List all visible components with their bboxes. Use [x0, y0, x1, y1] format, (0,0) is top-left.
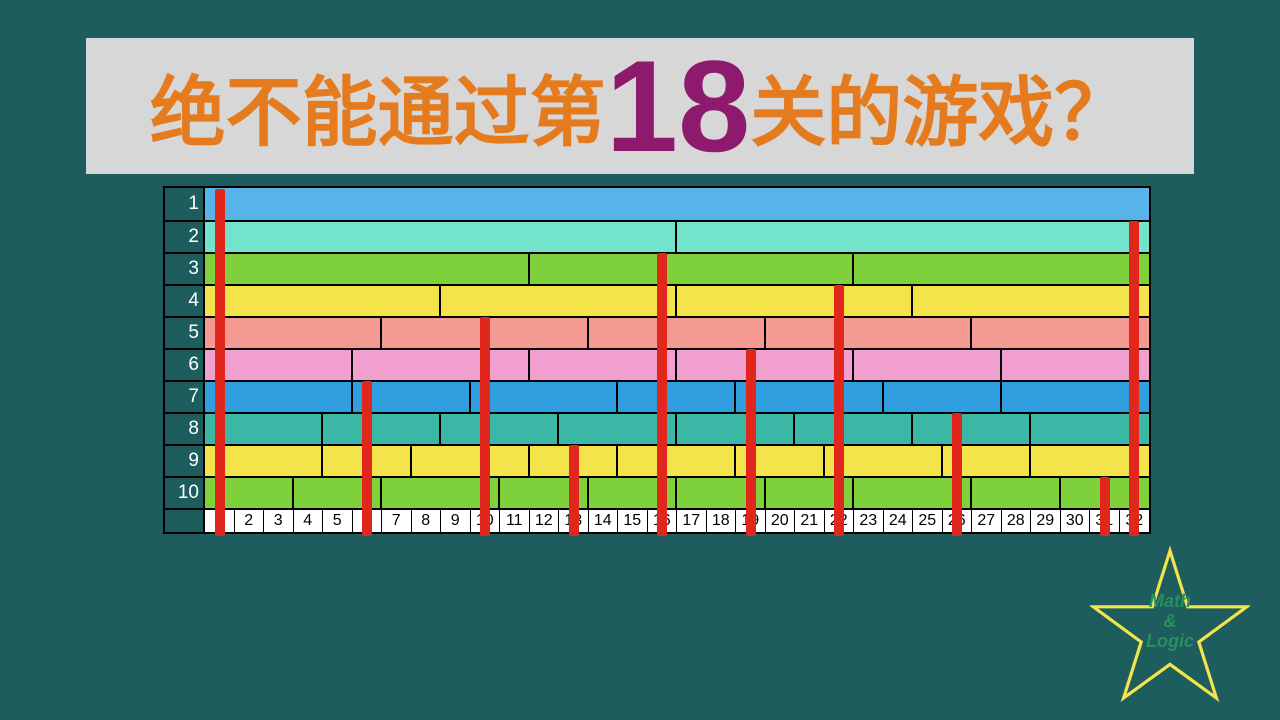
x-tick: 7: [382, 508, 412, 532]
brick-segment: [205, 350, 353, 380]
brick-segment: [530, 254, 855, 284]
red-marker: [1129, 221, 1139, 536]
brick-segment: [677, 286, 913, 316]
red-marker: [569, 445, 579, 536]
brick-segment: [205, 318, 382, 348]
x-tick: 23: [854, 508, 884, 532]
x-tick: 5: [323, 508, 353, 532]
brick-segment: [677, 350, 854, 380]
brick-segment: [205, 286, 441, 316]
x-tick: 24: [884, 508, 914, 532]
title-part: 18: [606, 41, 751, 171]
row-track: [205, 284, 1149, 316]
brick-segment: [854, 350, 1002, 380]
brick-segment: [766, 318, 973, 348]
x-tick: 25: [913, 508, 943, 532]
red-marker: [480, 317, 490, 536]
brick-segment: [530, 350, 678, 380]
row-track: [205, 220, 1149, 252]
logo-text: Math & Logic: [1146, 592, 1194, 651]
brick-segment: [441, 414, 559, 444]
brick-segment: [471, 382, 619, 412]
brick-segment: [205, 188, 1149, 220]
row-track: [205, 316, 1149, 348]
x-tick: 27: [972, 508, 1002, 532]
row-track: [205, 380, 1149, 412]
row-track: [205, 252, 1149, 284]
x-tick: 14: [589, 508, 619, 532]
row-track: [205, 476, 1149, 508]
brick-segment: [589, 318, 766, 348]
x-tick: 28: [1002, 508, 1032, 532]
brick-segment: [618, 382, 736, 412]
red-marker: [362, 381, 372, 536]
brick-segment: [677, 222, 1149, 252]
x-tick: 29: [1031, 508, 1061, 532]
x-tick: 30: [1061, 508, 1091, 532]
x-tick: 18: [707, 508, 737, 532]
brick-segment: [736, 382, 884, 412]
row-header: 6: [165, 348, 205, 380]
x-tick: 12: [530, 508, 560, 532]
brick-segment: [913, 286, 1149, 316]
x-tick: 20: [766, 508, 796, 532]
row-track: [205, 348, 1149, 380]
red-marker: [215, 189, 225, 536]
row-header: 2: [165, 220, 205, 252]
math-logic-logo: Math & Logic: [1090, 546, 1250, 706]
red-marker: [657, 253, 667, 536]
title-part: 绝不能通过第: [150, 51, 606, 161]
row-track: [205, 188, 1149, 220]
row-header: 1: [165, 188, 205, 220]
brick-segment: [205, 254, 530, 284]
brick-segment: [323, 414, 441, 444]
red-marker: [1100, 477, 1110, 536]
brick-segment: [854, 254, 1149, 284]
x-tick: 17: [677, 508, 707, 532]
brick-segment: [618, 446, 736, 476]
x-tick: 2: [235, 508, 265, 532]
row-track: [205, 444, 1149, 476]
x-tick: 8: [412, 508, 442, 532]
row-header: 5: [165, 316, 205, 348]
red-marker: [746, 349, 756, 536]
brick-segment: [205, 382, 353, 412]
title-banner: 绝不能通过第18关的游戏？: [86, 38, 1194, 174]
x-tick: 21: [795, 508, 825, 532]
brick-segment: [412, 446, 530, 476]
row-header: 8: [165, 412, 205, 444]
row-header: 10: [165, 476, 205, 508]
brick-segment: [205, 222, 677, 252]
brick-segment: [795, 414, 913, 444]
row-track: [205, 412, 1149, 444]
x-tick: 11: [500, 508, 530, 532]
x-axis-corner: [165, 508, 205, 532]
title-part: 关的游戏？: [750, 51, 1130, 161]
brick-segment: [972, 318, 1149, 348]
row-header: 3: [165, 252, 205, 284]
chart-row: 1: [165, 188, 1149, 220]
brick-segment: [884, 382, 1002, 412]
brick-segment: [353, 350, 530, 380]
x-tick: 4: [294, 508, 324, 532]
chart-row: 2: [165, 220, 1149, 252]
x-tick: 9: [441, 508, 471, 532]
brick-segment: [1002, 350, 1150, 380]
x-tick: 3: [264, 508, 294, 532]
row-header: 4: [165, 284, 205, 316]
red-marker: [834, 285, 844, 536]
brick-segment: [677, 414, 795, 444]
brick-segment: [441, 286, 677, 316]
brick-segment: [1002, 382, 1150, 412]
row-header: 7: [165, 380, 205, 412]
brick-segment: [972, 478, 1061, 508]
brick-segment: [913, 414, 1031, 444]
x-tick: 15: [618, 508, 648, 532]
red-marker: [952, 413, 962, 536]
row-header: 9: [165, 444, 205, 476]
